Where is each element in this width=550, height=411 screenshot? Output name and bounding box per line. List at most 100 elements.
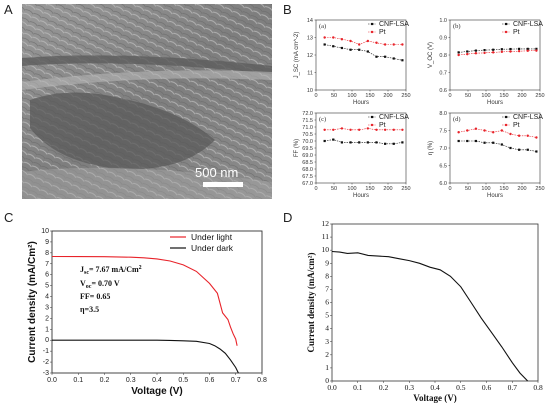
x-tick-label: 0 [448, 186, 451, 192]
x-tick-label: 250 [535, 186, 544, 192]
data-point [375, 128, 378, 131]
scale-bar-label: 500 nm [195, 165, 238, 180]
data-point [358, 43, 361, 46]
annotation-eta: η=3.5 [80, 305, 99, 314]
data-point [401, 59, 404, 62]
y-tick-label: 13 [307, 36, 313, 42]
annotation-voc: Voc= 0.70 V [80, 279, 120, 290]
data-point [492, 131, 495, 134]
legend-label: CNF-LSA [379, 21, 409, 28]
data-point [526, 148, 529, 151]
data-point [517, 134, 521, 137]
legend-label: Pt [513, 29, 520, 36]
data-point [483, 51, 486, 55]
y-tick-label: 11 [322, 232, 329, 241]
legend-marker [505, 115, 508, 119]
y-tick-label: 6 [45, 272, 49, 279]
x-tick-label: 150 [365, 186, 374, 192]
series-line [324, 37, 403, 45]
y-tick-label: 8 [45, 250, 49, 257]
data-point [492, 51, 495, 54]
x-tick-label: 0.0 [327, 383, 337, 392]
x-tick-label: 0 [314, 186, 317, 192]
x-axis-label: Hours [353, 100, 369, 106]
y-tick-label: 7 [325, 284, 329, 293]
x-tick-label: 50 [465, 93, 471, 99]
data-point [500, 50, 504, 54]
plot-frame [449, 19, 541, 91]
legend-marker [504, 123, 508, 127]
legend-label: Under light [191, 232, 233, 242]
data-point [483, 129, 486, 132]
data-point [500, 129, 504, 132]
data-point [392, 43, 395, 46]
data-point [384, 142, 387, 145]
y-axis-label: V_OC (V) [428, 42, 434, 68]
y-tick-label: 14 [307, 18, 313, 24]
panel-label-a: A [4, 2, 13, 17]
legend-marker [504, 30, 508, 34]
data-point [366, 127, 370, 130]
plot-frame [331, 223, 539, 382]
y-tick-label: 4 [45, 294, 49, 301]
data-point [366, 141, 369, 144]
data-point [323, 36, 326, 39]
legend-label: Pt [379, 122, 386, 129]
y-tick-label: 0.6 [439, 88, 447, 94]
data-point [500, 143, 503, 146]
y-tick-label: 6.0 [439, 181, 447, 187]
series-line [324, 128, 403, 131]
y-tick-label: 10 [322, 245, 330, 254]
y-tick-label: 1 [45, 326, 49, 333]
series-line [458, 128, 537, 138]
data-point [358, 141, 361, 144]
data-point [535, 49, 538, 52]
subplot-label: (c) [319, 116, 326, 123]
data-point [383, 128, 387, 131]
plot-frame [315, 19, 407, 91]
data-point [332, 45, 335, 48]
series-line [458, 50, 537, 56]
legend-label: CNF-LSA [513, 21, 543, 28]
y-tick-label: 3 [45, 304, 49, 311]
data-point [366, 39, 370, 43]
subplot-label: (b) [453, 23, 461, 30]
x-tick-label: 200 [517, 93, 526, 99]
x-tick-label: 150 [365, 93, 374, 99]
x-tick-label: 200 [517, 186, 526, 192]
y-tick-label: 8.0 [439, 111, 447, 117]
y-tick-label: 0 [325, 376, 329, 385]
data-point [384, 55, 387, 58]
x-axis-label: Voltage (V) [413, 393, 456, 403]
y-tick-label: 7.0 [439, 146, 447, 152]
x-tick-label: 0.5 [178, 377, 188, 384]
y-axis-label: η (%) [428, 141, 434, 155]
jv-annotations: Jsc= 7.67 mA/Cm2 Voc= 0.70 V FF= 0.65 η=… [80, 265, 142, 314]
scale-bar [203, 182, 243, 187]
x-tick-label: 150 [499, 186, 508, 192]
legend-marker [371, 115, 374, 119]
panel-label-d: D [283, 210, 292, 225]
x-tick-label: 0.6 [205, 377, 215, 384]
x-tick-label: 50 [331, 93, 337, 99]
data-point [401, 128, 404, 131]
x-axis-label: Voltage (V) [131, 386, 182, 397]
data-point [509, 132, 512, 136]
y-tick-label: 4 [325, 324, 329, 333]
legend-marker [371, 22, 374, 26]
x-tick-label: 0 [448, 93, 451, 99]
legend-label: CNF-LSA [379, 114, 409, 121]
panel-label-b: B [283, 2, 292, 17]
data-point [323, 139, 326, 143]
data-point [517, 49, 521, 53]
chart-jv-light-dark: 0.0 0.1 0.2 0.3 0.4 0.5 0.6 0.7 0.8 -3 -2 -1 0 1 2 3 4 5 6… [27, 228, 267, 397]
data-point [483, 49, 486, 52]
x-tick-label: 0.7 [508, 383, 518, 392]
data-point [492, 48, 495, 51]
y-tick-label: 2 [45, 315, 49, 322]
x-tick-label: 250 [401, 93, 410, 99]
x-tick-label: 0.8 [257, 377, 267, 384]
x-axis-label: Hours [353, 193, 369, 199]
data-point [358, 128, 361, 131]
